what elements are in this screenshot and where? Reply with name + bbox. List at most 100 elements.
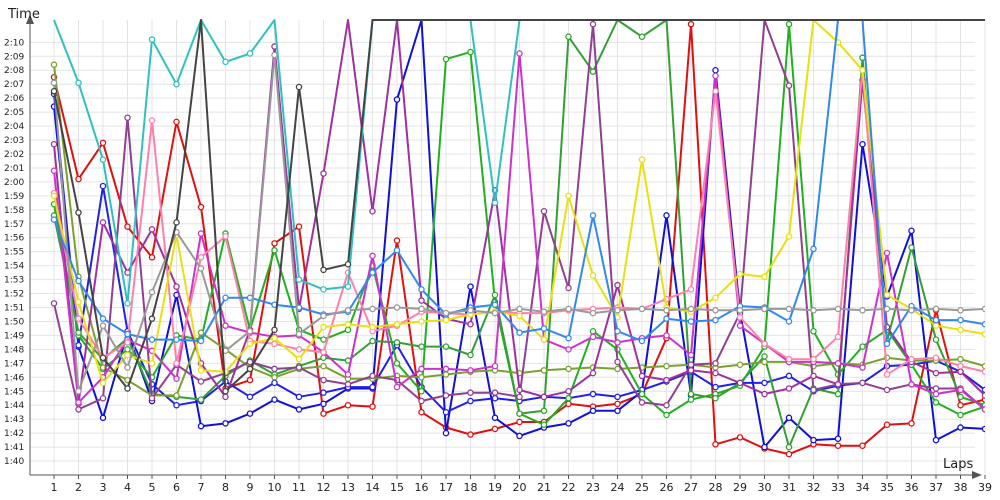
data-point bbox=[957, 362, 964, 370]
data-point bbox=[516, 50, 523, 57]
data-point bbox=[197, 230, 205, 237]
data-point bbox=[173, 360, 180, 367]
data-point bbox=[50, 216, 58, 223]
y-tick-label: 1:55 bbox=[4, 248, 24, 258]
data-point bbox=[565, 346, 572, 353]
data-point bbox=[418, 397, 425, 405]
data-point bbox=[540, 367, 548, 374]
y-tick-label: 1:58 bbox=[4, 206, 24, 216]
data-point bbox=[271, 51, 278, 59]
data-point bbox=[148, 117, 156, 124]
data-point bbox=[148, 394, 156, 402]
data-point bbox=[932, 305, 940, 313]
y-tick-label: 1:45 bbox=[4, 387, 24, 397]
data-point bbox=[442, 392, 450, 399]
data-point bbox=[99, 315, 107, 322]
data-point bbox=[761, 273, 768, 281]
data-point bbox=[736, 314, 744, 321]
data-point bbox=[614, 407, 621, 415]
x-tick-label: 27 bbox=[684, 481, 698, 494]
tick-labels: 1:40 1:41 1:42 1:43 1:44 1:45 1:46 1:47 1:48 1:49… bbox=[4, 38, 992, 494]
x-tick-label: 35 bbox=[880, 481, 894, 494]
data-point bbox=[197, 254, 205, 261]
x-tick-label: 26 bbox=[660, 481, 674, 494]
y-tick-label: 1:41 bbox=[4, 443, 24, 453]
data-point bbox=[246, 410, 254, 417]
data-point bbox=[663, 411, 670, 419]
x-tick-label: 5 bbox=[149, 481, 156, 494]
data-point bbox=[295, 346, 303, 353]
data-point bbox=[834, 390, 842, 398]
data-point bbox=[393, 237, 401, 244]
data-point bbox=[785, 233, 793, 240]
x-tick-label: 24 bbox=[611, 481, 625, 494]
data-point bbox=[883, 249, 891, 257]
data-point bbox=[369, 305, 376, 313]
data-point bbox=[173, 336, 180, 343]
data-point bbox=[442, 371, 450, 378]
data-point bbox=[295, 223, 303, 230]
x-tick-label: 37 bbox=[929, 481, 943, 494]
x-tick-label: 36 bbox=[905, 481, 919, 494]
data-point bbox=[540, 407, 548, 415]
data-point bbox=[369, 207, 376, 215]
data-point bbox=[124, 114, 131, 121]
data-point bbox=[957, 411, 964, 419]
data-point bbox=[222, 322, 229, 329]
x-tick-label: 13 bbox=[341, 481, 355, 494]
data-point bbox=[418, 343, 425, 350]
data-point bbox=[246, 358, 254, 366]
data-point bbox=[908, 355, 915, 363]
x-tick-label: 16 bbox=[415, 481, 429, 494]
data-point bbox=[663, 401, 670, 409]
data-point bbox=[148, 288, 156, 296]
data-point bbox=[173, 401, 180, 409]
data-point bbox=[173, 392, 180, 399]
data-point bbox=[491, 309, 499, 317]
data-point bbox=[50, 192, 58, 200]
data-point bbox=[687, 390, 695, 398]
data-point bbox=[687, 396, 695, 403]
data-point bbox=[565, 305, 572, 313]
data-point bbox=[50, 300, 58, 307]
data-point bbox=[148, 315, 156, 322]
data-point bbox=[197, 265, 205, 272]
data-point bbox=[687, 361, 695, 368]
data-point bbox=[663, 332, 670, 339]
data-point bbox=[957, 424, 964, 431]
data-point bbox=[761, 390, 768, 398]
data-point bbox=[295, 364, 303, 371]
data-point bbox=[197, 396, 205, 403]
x-tick-label: 11 bbox=[292, 481, 306, 494]
data-point bbox=[687, 318, 695, 325]
data-point bbox=[124, 346, 131, 353]
data-point bbox=[75, 175, 82, 183]
x-tick-label: 18 bbox=[464, 481, 478, 494]
data-point bbox=[614, 281, 621, 289]
y-tick-label: 1:53 bbox=[4, 276, 24, 286]
data-point bbox=[246, 393, 254, 401]
data-point bbox=[859, 343, 866, 350]
data-point bbox=[785, 385, 793, 392]
data-point bbox=[736, 270, 744, 278]
data-point bbox=[761, 305, 768, 313]
data-point bbox=[785, 20, 793, 28]
data-point bbox=[320, 354, 327, 362]
data-point bbox=[442, 309, 450, 317]
data-point bbox=[369, 323, 376, 331]
data-point bbox=[148, 254, 156, 261]
data-point bbox=[761, 353, 768, 360]
data-point bbox=[981, 425, 985, 433]
data-point bbox=[393, 383, 401, 391]
data-point bbox=[638, 305, 646, 313]
data-point bbox=[442, 365, 450, 373]
data-point bbox=[516, 329, 523, 336]
data-point bbox=[271, 326, 278, 334]
data-point bbox=[589, 407, 597, 415]
data-point bbox=[369, 269, 376, 276]
data-point bbox=[810, 245, 817, 253]
data-point bbox=[810, 372, 817, 380]
data-point bbox=[50, 79, 58, 87]
data-point bbox=[393, 247, 401, 254]
data-point bbox=[565, 388, 572, 395]
